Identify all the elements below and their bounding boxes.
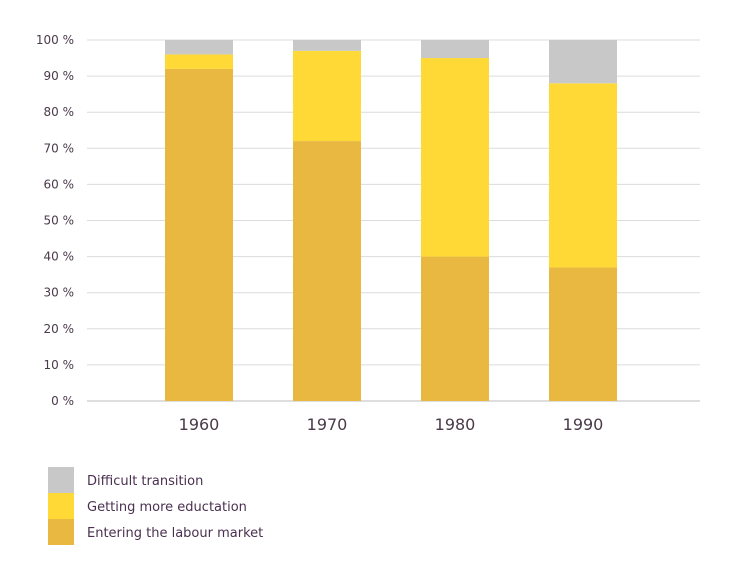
legend-swatch-series-2 [48, 467, 74, 493]
legend-swatch-series-0 [48, 519, 74, 545]
bar-1980-series-0 [421, 256, 489, 401]
y-tick-label-100: 100 % [36, 33, 74, 47]
bar-1970-series-1 [293, 50, 361, 142]
y-tick-label-60: 60 % [44, 177, 75, 191]
bar-1980-series-1 [421, 58, 489, 257]
legend-label-series-1: Getting more eductation [87, 500, 247, 515]
y-tick-label-20: 20 % [44, 322, 75, 336]
bar-1990-series-2 [549, 40, 617, 84]
x-tick-label-1970: 1970 [307, 415, 348, 434]
y-tick-label-30: 30 % [44, 286, 75, 300]
y-tick-label-90: 90 % [44, 69, 75, 83]
bar-1990-series-0 [549, 267, 617, 401]
bar-1960-series-1 [165, 54, 233, 69]
y-axis-tick-labels: 0 % 10 % 20 % 30 % 40 % 50 % 60 % 70 % 80 % 90 % 1… [36, 33, 74, 408]
legend-swatch-series-1 [48, 493, 74, 519]
y-tick-label-80: 80 % [44, 105, 75, 119]
x-tick-label-1960: 1960 [179, 415, 220, 434]
x-tick-label-1990: 1990 [563, 415, 604, 434]
y-tick-label-10: 10 % [44, 358, 75, 372]
bar-1990-series-1 [549, 83, 617, 268]
legend: Difficult transition Getting more eductat… [48, 467, 263, 545]
bar-1960-series-2 [165, 40, 233, 55]
x-axis-tick-labels: 1960 1970 1980 1990 [179, 415, 604, 434]
legend-label-series-0: Entering the labour market [87, 526, 263, 541]
legend-label-series-2: Difficult transition [87, 474, 203, 489]
bar-1980-series-2 [421, 40, 489, 59]
y-tick-label-70: 70 % [44, 141, 75, 155]
y-tick-label-40: 40 % [44, 250, 75, 264]
y-tick-label-0: 0 % [51, 394, 74, 408]
x-tick-label-1980: 1980 [435, 415, 476, 434]
y-tick-label-50: 50 % [44, 214, 75, 228]
bar-1970-series-2 [293, 40, 361, 51]
bars [165, 40, 617, 401]
bar-1960-series-0 [165, 68, 233, 401]
bar-1970-series-0 [293, 141, 361, 401]
